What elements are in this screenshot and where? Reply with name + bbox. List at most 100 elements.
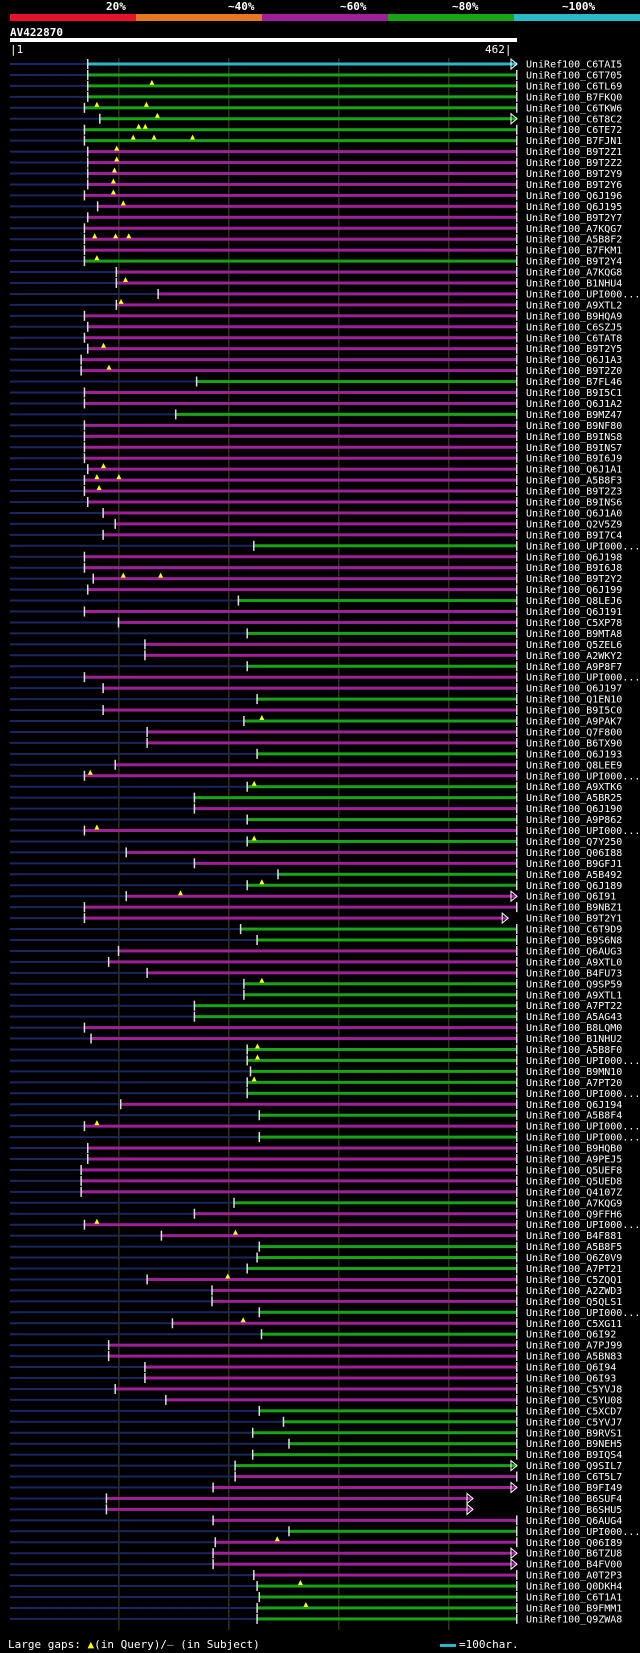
hit-label[interactable]: UniRef100_Q6J1A3 — [526, 355, 622, 366]
hit-row[interactable]: UniRef100_B9T2Y9 — [10, 167, 622, 181]
hit-row[interactable]: UniRef100_Q6J197 — [10, 683, 622, 695]
hit-row[interactable]: UniRef100_B9S6N8 — [10, 935, 622, 947]
hit-row[interactable]: UniRef100_C6T1A1 — [10, 1592, 622, 1604]
hit-label[interactable]: UniRef100_Q6AUG3 — [526, 946, 622, 957]
hit-label[interactable]: UniRef100_C6T8C2 — [526, 114, 622, 125]
hit-row[interactable]: UniRef100_B9MTA8 — [10, 628, 622, 640]
hit-label[interactable]: UniRef100_UPI000... — [526, 1122, 640, 1133]
hit-label[interactable]: UniRef100_Q6J195 — [526, 202, 622, 213]
hit-row[interactable]: UniRef100_B9MZ47 — [10, 409, 622, 421]
hit-row[interactable]: UniRef100_C6TE72 — [10, 123, 622, 137]
hit-row[interactable]: UniRef100_Q6J198 — [10, 551, 622, 564]
hit-label[interactable]: UniRef100_B1NHU2 — [526, 1034, 622, 1045]
hit-label[interactable]: UniRef100_A5B8F5 — [526, 1242, 622, 1253]
hit-label[interactable]: UniRef100_A9XTL0 — [526, 957, 622, 968]
hit-label[interactable]: UniRef100_B6TZU8 — [526, 1549, 622, 1560]
hit-row[interactable]: UniRef100_Q5UEF8 — [10, 1164, 622, 1177]
hit-row[interactable]: UniRef100_A9PAK7 — [10, 715, 622, 728]
hit-label[interactable]: UniRef100_A9XTL1 — [526, 990, 622, 1001]
hit-row[interactable]: UniRef100_UPI000... — [10, 1088, 640, 1100]
hit-row[interactable]: UniRef100_UPI000... — [10, 672, 640, 684]
hit-label[interactable]: UniRef100_B9I5C0 — [526, 706, 622, 717]
hit-row[interactable]: UniRef100_A9P8F7 — [10, 661, 622, 673]
hit-label[interactable]: UniRef100_Q5UEF8 — [526, 1165, 622, 1176]
hit-row[interactable]: UniRef100_A5B8F2 — [10, 233, 622, 246]
hit-label[interactable]: UniRef100_UPI000... — [526, 1308, 640, 1319]
hit-label[interactable]: UniRef100_B7FJN1 — [526, 136, 622, 147]
hit-row[interactable]: UniRef100_Q5QLS1 — [10, 1296, 622, 1308]
hit-label[interactable]: UniRef100_B9I5C1 — [526, 388, 622, 399]
hit-label[interactable]: UniRef100_C6TAT8 — [526, 333, 622, 344]
hit-label[interactable]: UniRef100_Q6I93 — [526, 1374, 616, 1385]
hit-label[interactable]: UniRef100_A7PT21 — [526, 1264, 622, 1275]
hit-label[interactable]: UniRef100_C6TL69 — [526, 81, 622, 92]
hit-row[interactable]: UniRef100_UPI000... — [10, 824, 640, 838]
hit-row[interactable]: UniRef100_UPI000... — [10, 1526, 640, 1538]
hit-label[interactable]: UniRef100_B9FMM1 — [526, 1603, 622, 1614]
hit-row[interactable]: UniRef100_Q6J189 — [10, 879, 622, 892]
hit-row[interactable]: UniRef100_B9T2Y1 — [10, 912, 622, 925]
hit-label[interactable]: UniRef100_UPI000... — [526, 1089, 640, 1100]
hit-label[interactable]: UniRef100_UPI000... — [526, 826, 640, 837]
hit-label[interactable]: UniRef100_B9NF80 — [526, 421, 622, 432]
hit-label[interactable]: UniRef100_C6T5L7 — [526, 1472, 622, 1483]
hit-label[interactable]: UniRef100_B9RVS1 — [526, 1428, 622, 1439]
hit-label[interactable]: UniRef100_A7KQG8 — [526, 268, 622, 279]
hit-row[interactable]: UniRef100_A5B492 — [10, 869, 622, 881]
hit-label[interactable]: UniRef100_Q8LEJ6 — [526, 596, 622, 607]
hit-row[interactable]: UniRef100_A2ZWD3 — [10, 1285, 622, 1297]
hit-row[interactable]: UniRef100_Q7F800 — [10, 726, 622, 739]
hit-label[interactable]: UniRef100_A9P8F7 — [526, 662, 622, 673]
hit-row[interactable]: UniRef100_Q6J199 — [10, 584, 622, 597]
hit-row[interactable]: UniRef100_A7KQG7 — [10, 223, 622, 235]
hit-row[interactable]: UniRef100_B7FJN1 — [10, 134, 622, 148]
hit-label[interactable]: UniRef100_B9T2Z2 — [526, 158, 622, 169]
hit-row[interactable]: UniRef100_Q9SIL7 — [10, 1459, 622, 1473]
hit-label[interactable]: UniRef100_Q6J199 — [526, 585, 622, 596]
hit-row[interactable]: UniRef100_B9NF80 — [10, 420, 622, 432]
hit-label[interactable]: UniRef100_B9T2Z3 — [526, 487, 622, 498]
hit-label[interactable]: UniRef100_B9T2Y6 — [526, 180, 622, 191]
hit-row[interactable]: UniRef100_A7KQG9 — [10, 1197, 622, 1210]
hit-label[interactable]: UniRef100_B9MTA8 — [526, 629, 622, 640]
hit-row[interactable]: UniRef100_B6TZU8 — [10, 1547, 622, 1560]
hit-row[interactable]: UniRef100_Q06I89 — [10, 1536, 622, 1549]
hit-label[interactable]: UniRef100_Q06I89 — [526, 1538, 622, 1549]
hit-row[interactable]: UniRef100_Q8LEJ6 — [10, 595, 622, 608]
hit-row[interactable]: UniRef100_C5XP78 — [10, 617, 622, 629]
hit-label[interactable]: UniRef100_Q6J197 — [526, 684, 622, 695]
hit-label[interactable]: UniRef100_C5XP78 — [526, 618, 622, 629]
hit-label[interactable]: UniRef100_B9MN10 — [526, 1067, 622, 1078]
hit-label[interactable]: UniRef100_Q6J198 — [526, 552, 622, 563]
hit-label[interactable]: UniRef100_C5YU08 — [526, 1395, 622, 1406]
hit-label[interactable]: UniRef100_Q7Y250 — [526, 837, 622, 848]
hit-label[interactable]: UniRef100_B1NHU4 — [526, 279, 622, 290]
hit-label[interactable]: UniRef100_B9T2Y7 — [526, 213, 622, 224]
hit-label[interactable]: UniRef100_B6SUF4 — [526, 1494, 622, 1505]
hit-label[interactable]: UniRef100_Q9FFH6 — [526, 1209, 622, 1220]
hit-row[interactable]: UniRef100_Q9SP59 — [10, 977, 622, 991]
hit-row[interactable]: UniRef100_Q6J1A0 — [10, 507, 622, 520]
hit-label[interactable]: UniRef100_Q9SIL7 — [526, 1461, 622, 1472]
hit-label[interactable]: UniRef100_B9T2Y4 — [526, 257, 622, 268]
hit-label[interactable]: UniRef100_B9T2Z1 — [526, 147, 622, 158]
hit-row[interactable]: UniRef100_A2WKY2 — [10, 650, 622, 662]
hit-label[interactable]: UniRef100_UPI000... — [526, 541, 640, 552]
hit-label[interactable]: UniRef100_UPI000... — [526, 771, 640, 782]
hit-label[interactable]: UniRef100_Q6I91 — [526, 892, 616, 903]
hit-label[interactable]: UniRef100_A9PAK7 — [526, 717, 622, 728]
hit-row[interactable]: UniRef100_A9XTL0 — [10, 956, 622, 969]
hit-row[interactable]: UniRef100_B9I5C0 — [10, 705, 622, 717]
hit-row[interactable]: UniRef100_A5B8F4 — [10, 1110, 622, 1122]
hit-label[interactable]: UniRef100_C6T705 — [526, 70, 622, 81]
hit-row[interactable]: UniRef100_Q6J190 — [10, 803, 622, 816]
hit-label[interactable]: UniRef100_Q4107Z — [526, 1187, 622, 1198]
hit-row[interactable]: UniRef100_Q6I92 — [10, 1329, 616, 1341]
hit-row[interactable]: UniRef100_UPI000... — [10, 1307, 640, 1319]
hit-label[interactable]: UniRef100_Q5ZEL6 — [526, 640, 622, 651]
hit-row[interactable]: UniRef100_A5B8F3 — [10, 474, 622, 487]
hit-row[interactable]: UniRef100_Q9ZWA8 — [10, 1613, 622, 1626]
hit-row[interactable]: UniRef100_A9XTK6 — [10, 780, 622, 794]
hit-label[interactable]: UniRef100_B9I6J9 — [526, 454, 622, 465]
hit-row[interactable]: UniRef100_C6TL69 — [10, 79, 622, 93]
